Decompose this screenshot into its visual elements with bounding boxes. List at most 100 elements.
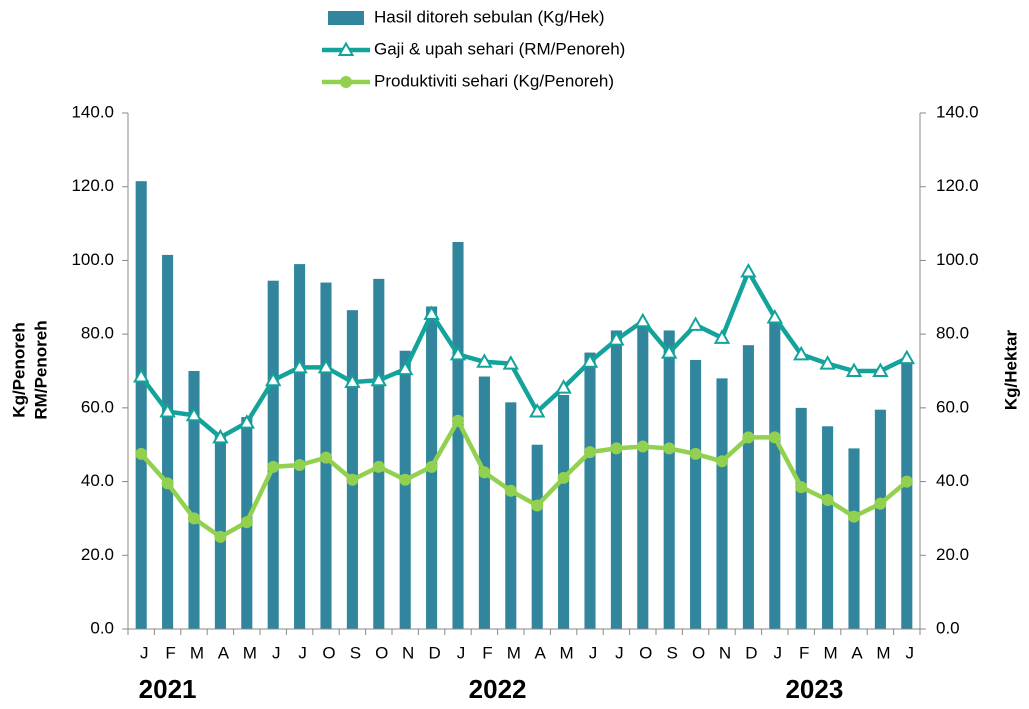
bar (742, 345, 754, 629)
point (819, 355, 836, 370)
point (425, 460, 438, 473)
point (848, 510, 860, 523)
point (240, 516, 253, 529)
point (874, 497, 887, 510)
bar (346, 310, 358, 629)
point (821, 494, 834, 506)
x-tick-label: M (560, 643, 574, 662)
bar (373, 278, 385, 629)
bar (267, 280, 279, 629)
point (557, 471, 570, 484)
bar (162, 254, 174, 629)
point (264, 371, 282, 387)
point (399, 473, 412, 486)
bar (716, 378, 728, 629)
x-tick-label: M (824, 643, 838, 662)
y-tick-label: 40.0 (81, 471, 114, 490)
x-tick-label: A (851, 643, 863, 662)
x-tick-label: J (589, 643, 598, 662)
point (346, 473, 359, 486)
point (660, 344, 678, 359)
x-tick-label: D (428, 643, 440, 662)
bar (531, 444, 543, 629)
point (344, 373, 361, 389)
line (139, 418, 909, 540)
x-tick-label: F (482, 643, 492, 662)
point (713, 329, 731, 344)
bar (399, 350, 411, 629)
point (766, 309, 784, 324)
y2-tick-label: 80.0 (936, 324, 969, 343)
x-tick-label: F (799, 643, 809, 662)
x-tick-label: J (298, 643, 307, 662)
x-tick-label: J (140, 643, 149, 662)
point (320, 451, 332, 464)
point (663, 442, 676, 455)
legend-label: Hasil ditoreh sebulan (Kg/Hek) (374, 7, 605, 26)
point (898, 349, 916, 365)
bar (188, 371, 200, 629)
point (792, 345, 810, 361)
point (423, 305, 440, 320)
bar (690, 359, 702, 629)
x-tick-label: J (906, 643, 915, 662)
point (476, 353, 493, 368)
point (634, 312, 652, 328)
y-tick-label: 120.0 (71, 176, 114, 195)
point (188, 512, 200, 525)
bar (822, 426, 834, 629)
bar (452, 242, 464, 629)
point (132, 367, 150, 383)
y-tick-label: 0.0 (90, 618, 114, 637)
year-label: 2022 (469, 674, 527, 704)
bar (901, 363, 913, 629)
x-tick-label: A (535, 643, 547, 662)
bar (135, 181, 147, 629)
x-tick-label: O (375, 643, 388, 662)
point (845, 362, 863, 377)
point (581, 353, 599, 368)
point (687, 316, 704, 331)
point (291, 358, 308, 374)
year-label: 2021 (139, 674, 197, 704)
y2-tick-label: 100.0 (936, 250, 979, 269)
bar (874, 409, 886, 629)
y2-tick-label: 60.0 (936, 397, 969, 416)
point (502, 355, 520, 370)
legend-swatch (328, 11, 364, 25)
point (238, 414, 256, 429)
line (139, 269, 908, 440)
y2-tick-label: 20.0 (936, 545, 969, 564)
point (135, 447, 148, 460)
y2-tick-label: 40.0 (936, 471, 969, 490)
point (610, 442, 623, 455)
x-tick-label: M (876, 643, 890, 662)
legend-marker (337, 41, 355, 56)
y-tick-label: 60.0 (81, 397, 114, 416)
point (212, 428, 229, 444)
y-tick-label: 100.0 (71, 250, 114, 269)
x-tick-label: S (350, 643, 361, 662)
point (214, 530, 227, 543)
x-tick-label: O (692, 643, 705, 662)
y2-tick-label: 0.0 (936, 618, 960, 637)
y-axis-label: RM/Penoreh (31, 320, 50, 419)
point (528, 403, 546, 418)
point (504, 484, 517, 497)
legend-marker (340, 76, 352, 88)
point (293, 458, 306, 471)
point (608, 331, 625, 346)
y-axis-label: Kg/Penoreh (9, 322, 28, 417)
x-tick-label: J (272, 643, 281, 662)
x-tick-label: N (402, 643, 414, 662)
point (531, 499, 544, 512)
legend-label: Gaji & upah sehari (RM/Penoreh) (374, 39, 625, 58)
year-label: 2023 (785, 674, 843, 704)
point (742, 431, 755, 444)
point (555, 379, 572, 394)
x-tick-label: J (774, 643, 783, 662)
x-tick-label: J (615, 643, 624, 662)
point (372, 460, 385, 473)
bar (663, 330, 675, 629)
y-tick-label: 80.0 (81, 324, 114, 343)
